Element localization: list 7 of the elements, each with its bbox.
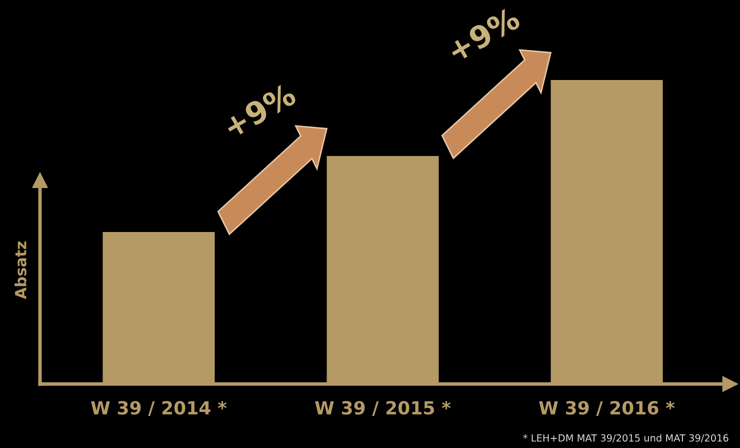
- x-tick-label: W 39 / 2014 *: [91, 400, 227, 416]
- x-tick-label: W 39 / 2016 *: [539, 400, 675, 416]
- text: +9%: [446, 6, 522, 63]
- y-axis-title: Absatz: [14, 242, 26, 300]
- text: * LEH+DM MAT 39/2015 und MAT 39/2016: [523, 434, 728, 442]
- annotation: +9%: [222, 82, 298, 139]
- x-tick-label: W 39 / 2015 *: [315, 400, 451, 416]
